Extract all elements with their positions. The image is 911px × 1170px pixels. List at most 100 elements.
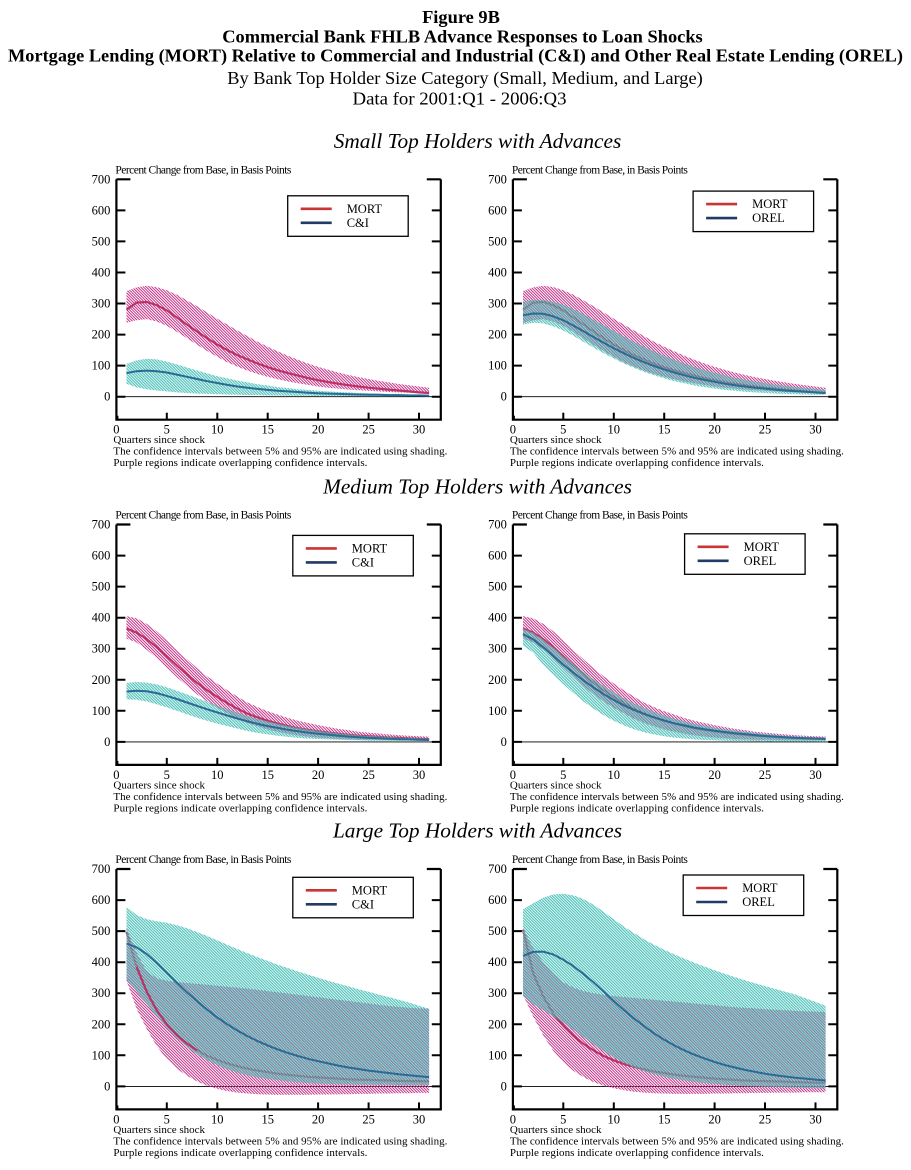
svg-text:MORT: MORT <box>742 881 778 895</box>
svg-text:100: 100 <box>92 704 111 718</box>
svg-text:5: 5 <box>560 423 566 437</box>
svg-text:600: 600 <box>488 893 507 907</box>
svg-text:400: 400 <box>488 611 507 625</box>
svg-text:The confidence intervals betwe: The confidence intervals between 5% and … <box>510 446 844 458</box>
svg-text:15: 15 <box>261 1112 274 1126</box>
svg-text:The confidence intervals betwe: The confidence intervals between 5% and … <box>113 446 447 458</box>
svg-text:200: 200 <box>92 673 111 687</box>
svg-text:700: 700 <box>488 518 507 532</box>
svg-text:600: 600 <box>92 893 111 907</box>
svg-text:30: 30 <box>809 423 822 437</box>
svg-text:600: 600 <box>92 549 111 563</box>
svg-text:0: 0 <box>501 735 507 749</box>
svg-text:10: 10 <box>211 1112 224 1126</box>
svg-text:600: 600 <box>488 549 507 563</box>
svg-text:300: 300 <box>92 986 111 1000</box>
svg-text:30: 30 <box>413 423 426 437</box>
svg-text:The confidence intervals betwe: The confidence intervals between 5% and … <box>510 791 844 803</box>
svg-text:Quarters since shock: Quarters since shock <box>113 1124 205 1136</box>
svg-text:C&I: C&I <box>347 216 369 230</box>
svg-text:MORT: MORT <box>752 197 788 211</box>
svg-text:300: 300 <box>488 986 507 1000</box>
svg-text:0: 0 <box>113 768 119 782</box>
svg-text:5: 5 <box>560 768 566 782</box>
svg-text:0: 0 <box>510 423 516 437</box>
svg-text:5: 5 <box>164 768 170 782</box>
svg-text:25: 25 <box>362 423 375 437</box>
svg-text:5: 5 <box>164 423 170 437</box>
svg-text:25: 25 <box>362 1112 375 1126</box>
svg-text:The confidence intervals betwe: The confidence intervals between 5% and … <box>510 1135 844 1147</box>
svg-text:Purple regions indicate overla: Purple regions indicate overlapping conf… <box>510 1147 764 1159</box>
svg-text:300: 300 <box>488 642 507 656</box>
svg-text:Quarters since shock: Quarters since shock <box>510 434 602 446</box>
svg-text:Large Top Holders with Advance: Large Top Holders with Advances <box>332 819 622 843</box>
svg-text:500: 500 <box>488 580 507 594</box>
svg-text:Data for 2001:Q1 - 2006:Q3: Data for 2001:Q1 - 2006:Q3 <box>353 89 567 109</box>
svg-text:0: 0 <box>104 735 110 749</box>
svg-text:200: 200 <box>92 328 111 342</box>
svg-text:700: 700 <box>92 172 111 186</box>
svg-text:Quarters since shock: Quarters since shock <box>113 779 205 791</box>
svg-text:300: 300 <box>488 297 507 311</box>
svg-text:Purple regions indicate overla: Purple regions indicate overlapping conf… <box>510 802 764 814</box>
svg-text:20: 20 <box>708 1112 721 1126</box>
svg-text:0: 0 <box>501 390 507 404</box>
svg-text:C&I: C&I <box>352 897 374 911</box>
svg-text:10: 10 <box>211 768 224 782</box>
svg-text:500: 500 <box>92 234 111 248</box>
svg-text:20: 20 <box>708 423 721 437</box>
svg-text:MORT: MORT <box>352 883 388 897</box>
svg-text:Percent Change from Base, in B: Percent Change from Base, in Basis Point… <box>512 164 689 176</box>
svg-text:Purple regions indicate overla: Purple regions indicate overlapping conf… <box>113 802 367 814</box>
svg-text:Percent Change from Base, in B: Percent Change from Base, in Basis Point… <box>512 510 689 522</box>
svg-text:Mortgage Lending (MORT) Relati: Mortgage Lending (MORT) Relative to Comm… <box>8 46 903 67</box>
svg-text:0: 0 <box>113 423 119 437</box>
svg-text:25: 25 <box>759 768 772 782</box>
svg-text:Purple regions indicate overla: Purple regions indicate overlapping conf… <box>113 1147 367 1159</box>
svg-text:Percent Change from Base, in B: Percent Change from Base, in Basis Point… <box>512 854 689 866</box>
svg-text:Purple regions indicate overla: Purple regions indicate overlapping conf… <box>510 457 764 469</box>
svg-text:15: 15 <box>261 768 274 782</box>
svg-text:0: 0 <box>104 1079 110 1093</box>
svg-text:30: 30 <box>413 768 426 782</box>
svg-text:20: 20 <box>312 423 325 437</box>
svg-text:15: 15 <box>658 1112 671 1126</box>
svg-text:100: 100 <box>488 359 507 373</box>
svg-text:OREL: OREL <box>742 895 775 909</box>
svg-text:Figure 9B: Figure 9B <box>422 7 500 27</box>
svg-text:400: 400 <box>488 955 507 969</box>
svg-text:Percent Change from Base, in B: Percent Change from Base, in Basis Point… <box>115 854 292 866</box>
svg-text:400: 400 <box>92 266 111 280</box>
svg-text:The confidence intervals betwe: The confidence intervals between 5% and … <box>113 791 447 803</box>
svg-text:OREL: OREL <box>752 211 785 225</box>
svg-text:500: 500 <box>92 580 111 594</box>
svg-text:100: 100 <box>488 704 507 718</box>
svg-text:600: 600 <box>488 203 507 217</box>
svg-text:5: 5 <box>164 1112 170 1126</box>
svg-text:200: 200 <box>92 1017 111 1031</box>
svg-text:10: 10 <box>608 1112 621 1126</box>
svg-text:0: 0 <box>510 1112 516 1126</box>
svg-text:25: 25 <box>759 423 772 437</box>
svg-text:600: 600 <box>92 203 111 217</box>
svg-text:200: 200 <box>488 673 507 687</box>
svg-text:Purple regions indicate overla: Purple regions indicate overlapping conf… <box>113 457 367 469</box>
svg-text:0: 0 <box>104 390 110 404</box>
svg-text:500: 500 <box>488 234 507 248</box>
svg-text:10: 10 <box>211 423 224 437</box>
svg-text:500: 500 <box>488 924 507 938</box>
svg-text:Quarters since shock: Quarters since shock <box>113 434 205 446</box>
svg-text:MORT: MORT <box>352 541 388 555</box>
svg-text:15: 15 <box>261 423 274 437</box>
svg-text:0: 0 <box>501 1079 507 1093</box>
svg-text:C&I: C&I <box>352 555 374 569</box>
svg-text:The confidence intervals betwe: The confidence intervals between 5% and … <box>113 1135 447 1147</box>
svg-text:700: 700 <box>488 862 507 876</box>
svg-text:30: 30 <box>413 1112 426 1126</box>
svg-text:10: 10 <box>608 423 621 437</box>
svg-text:400: 400 <box>488 266 507 280</box>
svg-text:700: 700 <box>92 518 111 532</box>
svg-text:500: 500 <box>92 924 111 938</box>
svg-text:30: 30 <box>809 768 822 782</box>
